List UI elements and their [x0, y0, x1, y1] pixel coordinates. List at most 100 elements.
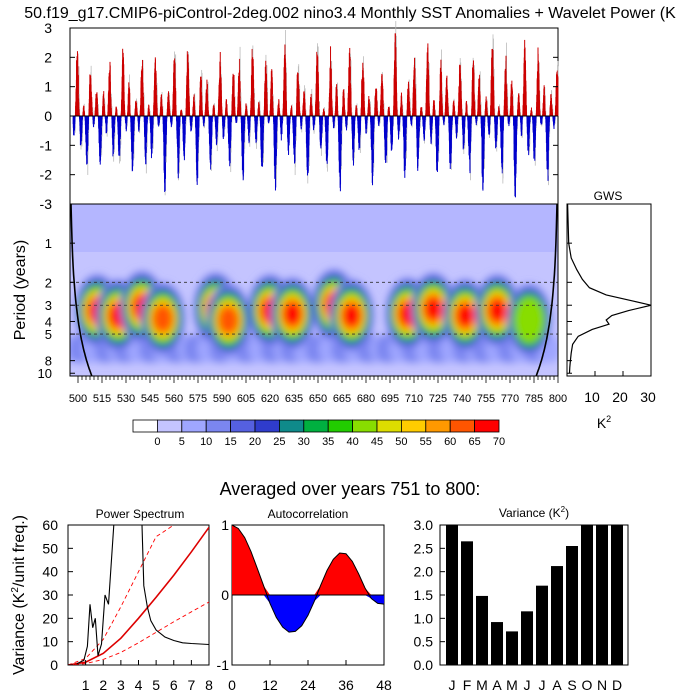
- power-spectrum-frame: [67, 524, 210, 666]
- colorbar-label: 50: [395, 436, 407, 448]
- colorbar-swatch: [205, 419, 231, 433]
- colorbar-label: 20: [249, 436, 261, 448]
- ps-x-tick-label: 3: [117, 677, 125, 693]
- wavelet-x-tick-label: 575: [189, 393, 207, 405]
- wavelet-x-tick-label: 665: [333, 393, 351, 405]
- wavelet-y-tick-label: 1: [45, 236, 52, 251]
- colorbar-label: 35: [322, 436, 334, 448]
- wavelet-x-tick-label: 740: [453, 393, 471, 405]
- anomaly-y-tick-label: 0: [44, 108, 52, 124]
- wavelet-panel: 1 2 345 810 500 515 530 545 560 575 590 605 620 635 6…: [12, 203, 567, 405]
- anomaly-y-tick-label: 3: [44, 20, 52, 36]
- wavelet-x-axis: 500 515 530 545 560 575 590 605 620 635 650 665 680 6…: [69, 376, 567, 405]
- wavelet-x-tick-label: 590: [213, 393, 231, 405]
- cone-of-influence: [70, 204, 558, 376]
- wavelet-y-tick-label: 8: [45, 354, 52, 369]
- gws-curve: [567, 204, 651, 374]
- anomaly-y-tick-label: -2: [40, 167, 53, 183]
- anomaly-y-tick-label: 2: [44, 49, 52, 65]
- colorbar-swatch: [449, 419, 476, 433]
- wavelet-x-tick-label: 545: [141, 393, 159, 405]
- colorbar-label: 40: [346, 436, 358, 448]
- wavelet-x-tick-label: 785: [525, 393, 543, 405]
- colorbar-label: 45: [371, 436, 383, 448]
- wavelet-power-contour: [152, 304, 174, 334]
- ps-y-tick-label: 10: [42, 634, 58, 650]
- colorbar-swatch: [400, 419, 427, 433]
- averaged-subtitle: Averaged over years 751 to 800:: [220, 479, 481, 499]
- colorbar-swatch: [425, 419, 451, 433]
- wavelet-x-tick-label: 530: [117, 393, 135, 405]
- wavelet-y-label: Period (years): [12, 240, 29, 340]
- wavelet-power-contour: [343, 305, 360, 326]
- anomaly-y-tick-label: -3: [40, 196, 53, 212]
- ps-x-tick-label: 5: [152, 677, 160, 693]
- wavelet-y-tick-label: 2: [45, 275, 52, 290]
- wavelet-power-field: [70, 269, 558, 363]
- wavelet-x-tick-label: 770: [501, 393, 519, 405]
- wavelet-power-contour: [456, 305, 474, 326]
- wavelet-power-contour: [217, 305, 239, 335]
- wavelet-power-contour: [514, 296, 545, 344]
- spectrum-line: [76, 525, 209, 665]
- colorbar-label: 15: [224, 436, 236, 448]
- wavelet-y-tick-label: 4: [45, 314, 52, 329]
- colorbar-swatch: [278, 419, 305, 433]
- ps-x-tick-label: 1: [82, 677, 90, 693]
- colorbar-swatch: [352, 419, 378, 433]
- wavelet-power-contour: [284, 303, 301, 325]
- wavelet-x-tick-label: 560: [165, 393, 183, 405]
- anomaly-y-tick-label: -1: [40, 137, 53, 153]
- gws-panel: GWS 10 20 30 K2: [566, 189, 656, 431]
- colorbar-label: 25: [273, 436, 285, 448]
- coi-right: [535, 204, 558, 376]
- colorbar-label: 30: [298, 436, 310, 448]
- wavelet-x-tick-label: 650: [309, 393, 327, 405]
- wavelet-x-tick-label: 725: [429, 393, 447, 405]
- wavelet-x-tick-label: 605: [237, 393, 255, 405]
- colorbar-label: 65: [468, 436, 480, 448]
- anomaly-y-tick-label: 1: [44, 79, 52, 95]
- gws-axes: 10 20 30: [567, 242, 656, 405]
- colorbar-swatch: [156, 419, 183, 433]
- colorbar-label: 70: [493, 436, 505, 448]
- colorbar-swatch: [303, 419, 329, 433]
- red-noise-line: [68, 526, 209, 665]
- ps-y-tick-label: 30: [42, 587, 58, 603]
- wavelet-x-tick-label: 800: [549, 393, 567, 405]
- wavelet-x-tick-label: 755: [477, 393, 495, 405]
- ps-y-tick-label: 60: [42, 517, 58, 533]
- ps-y-tick-label: 0: [50, 657, 58, 673]
- colorbar-swatch: [327, 419, 354, 433]
- colorbar: 0 5 10 15 20 25 30 35 40 45 50 55 60 65 70: [132, 419, 505, 448]
- wavelet-x-tick-label: 710: [405, 393, 423, 405]
- gws-frame: [566, 203, 652, 377]
- colorbar-label: 55: [420, 436, 432, 448]
- colorbar-label: 10: [200, 436, 212, 448]
- anomaly-y-axis: 3 2 1 0 -1 -2 -3: [40, 20, 558, 212]
- ps-x-tick-label: 2: [99, 677, 107, 693]
- gws-x-tick-label: 20: [612, 389, 628, 405]
- wavelet-x-tick-label: 515: [93, 393, 111, 405]
- coi-left: [70, 204, 93, 376]
- gws-title: GWS: [594, 189, 623, 203]
- wavelet-x-tick-label: 695: [381, 393, 399, 405]
- ps-y-tick-label: 40: [42, 564, 58, 580]
- wavelet-blurred-layer: [70, 269, 558, 363]
- gws-x-tick-label: 10: [584, 389, 600, 405]
- gws-x-tick-label: 30: [640, 389, 656, 405]
- colorbar-swatch: [181, 419, 207, 433]
- anomaly-panel: 3 2 1 0 -1 -2 -3: [40, 20, 559, 212]
- ps-y-tick-label: 20: [42, 610, 58, 626]
- figure-title: 50.f19_g17.CMIP6-piControl-2deg.002 nino…: [24, 5, 676, 22]
- wavelet-power-contour: [488, 300, 506, 321]
- wavelet-x-tick-label: 500: [69, 393, 87, 405]
- wavelet-y-tick-label: 10: [38, 366, 52, 381]
- colorbar-label: 60: [444, 436, 456, 448]
- colorbar-swatch: [254, 419, 280, 433]
- power-spectrum-title: Power Spectrum: [96, 507, 185, 521]
- gws-line: [567, 204, 651, 374]
- wavelet-x-tick-label: 635: [285, 393, 303, 405]
